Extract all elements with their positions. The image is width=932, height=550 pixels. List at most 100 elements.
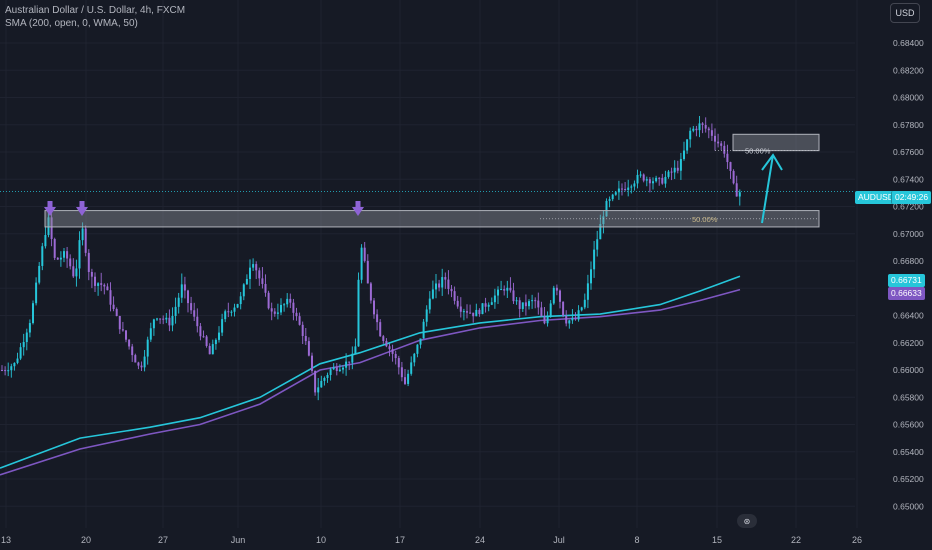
candle [22,333,25,356]
candle [125,330,127,343]
candle-body [357,279,360,347]
candle-body [416,344,419,354]
candle-body [196,316,199,327]
candle [577,305,580,322]
arrow-down-icon [352,201,364,216]
candle [354,338,357,354]
candle [19,342,22,361]
candle [50,213,53,247]
candle [41,242,44,271]
candle-body [326,374,329,378]
currency-button[interactable]: USD [890,3,920,23]
candle [571,309,574,324]
x-tick-label: 8 [634,535,639,545]
candle [639,171,642,178]
candle-body [655,177,658,182]
candle-body [249,267,251,279]
x-tick-label: Jul [553,535,565,545]
candle [56,257,59,260]
candle [447,270,450,295]
candle-body [66,251,69,259]
candle [503,285,506,296]
candle [416,344,419,358]
candle-body [115,309,118,317]
candle-body [301,324,304,337]
candle [338,364,341,372]
candle-body [118,316,121,330]
candle-body [38,265,41,283]
candle [363,241,366,263]
candle-body [670,171,673,173]
candle [698,116,701,138]
candle-body [56,257,59,260]
candle-body [270,308,273,312]
candle [177,292,180,314]
candle-body [571,317,574,321]
candle-body [345,361,348,368]
candle [202,330,205,338]
candle [255,261,258,280]
candle-body [295,312,298,317]
candle [534,297,537,309]
candle [35,277,38,306]
candle-body [524,302,527,307]
candle-body [221,319,224,333]
candle-body [47,217,50,236]
candle-body [283,304,286,306]
candle [261,267,264,289]
candle-body [648,179,651,184]
candle-body [422,321,425,339]
candle [146,336,149,365]
candle-body [261,278,264,284]
candle [397,355,400,375]
candle-body [580,307,583,311]
candle-body [103,284,106,287]
candle-body [444,277,447,280]
candle [13,362,16,371]
y-tick-label: 0.68000 [893,93,924,103]
candle [382,334,385,344]
candle-body [369,283,372,301]
candle [707,126,710,139]
candle-body [707,128,710,131]
candle-body [366,260,369,284]
candle-body [202,336,205,338]
candle-body [360,247,363,280]
candle [357,272,360,347]
x-tick-label: 20 [81,535,91,545]
candle [323,376,326,386]
candle-body [363,247,366,261]
candle-body [633,183,636,187]
candle [704,117,707,133]
candle [714,128,716,151]
candle [593,240,596,278]
candle-body [351,353,354,363]
candle-body [314,370,317,393]
candle [422,318,425,339]
countdown-timer: 02:49:26 [891,191,932,204]
candle [676,160,679,174]
candle [87,249,90,281]
candle [701,122,704,134]
candle [549,300,552,318]
candle-body [72,266,75,277]
candle-body [44,235,47,247]
candle-body [128,339,131,347]
candle [450,285,453,298]
candle-body [676,167,679,171]
candle [636,169,639,189]
candle [199,322,202,341]
candle [431,280,434,300]
candle-body [19,347,22,359]
y-tick-label: 0.66800 [893,256,924,266]
candle [524,294,527,316]
candle [738,189,741,206]
candle [245,274,248,285]
candle [726,144,729,170]
candle-body [472,312,475,317]
marker-stem [355,201,361,207]
candle [732,169,735,185]
y-tick-label: 0.66200 [893,338,924,348]
candle-body [199,326,202,337]
